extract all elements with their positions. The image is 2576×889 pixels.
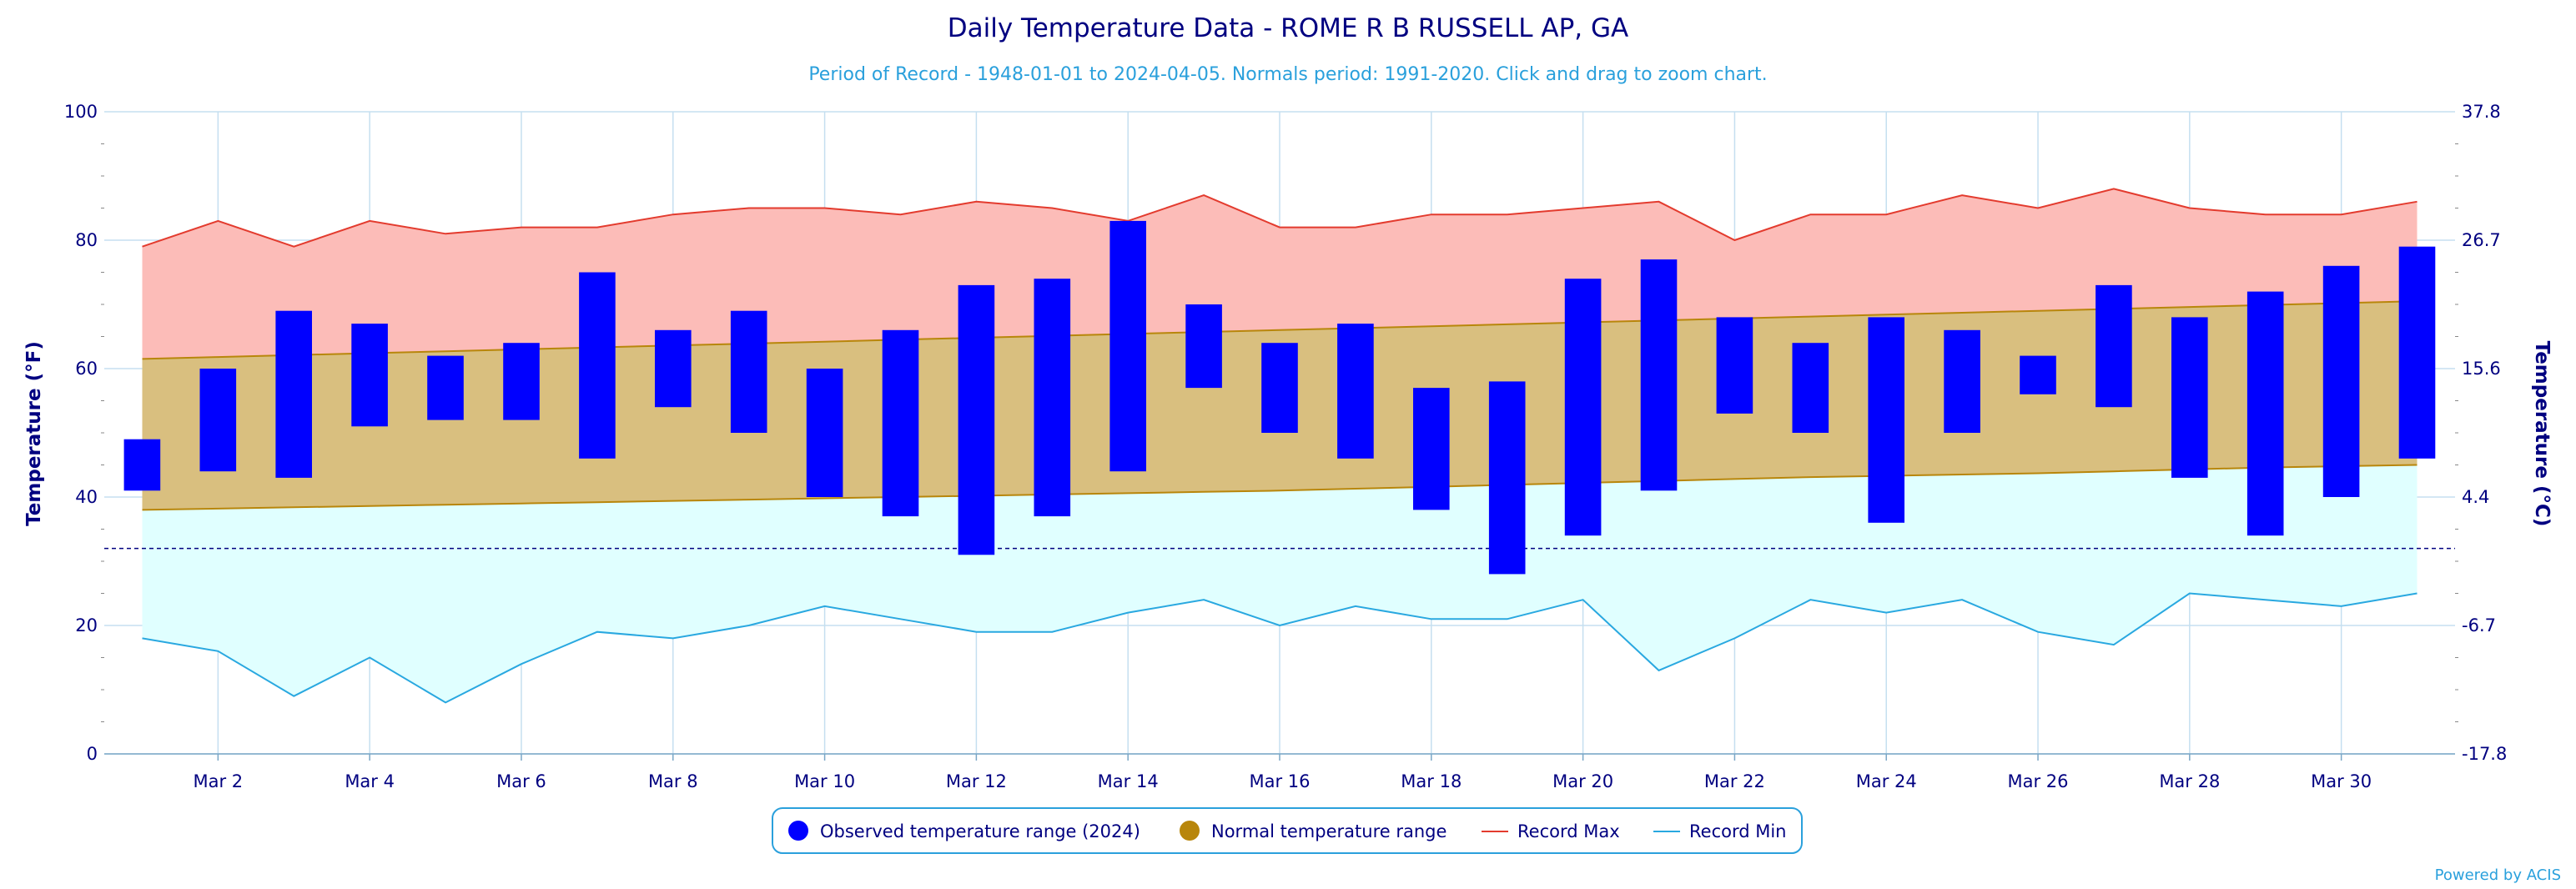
observed-bars[interactable] [123,220,2436,575]
x-tick-label: Mar 10 [794,771,855,791]
axes: 0 -17.8 20 -6.7 40 4.4 60 15.6 80 26.7 100 37.8 Mar … [64,102,2507,791]
legend[interactable]: Observed temperature range (2024) Normal… [772,807,1803,854]
y-axis-title-right: Temperature (°C) [2531,341,2553,527]
legend-record-max-label: Record Max [1517,821,1620,841]
observed-bar[interactable] [1792,343,1829,433]
y-tick-label-left: 100 [64,102,98,122]
legend-record-min-label: Record Min [1689,821,1787,841]
x-tick-label: Mar 6 [496,771,546,791]
x-tick-label: Mar 2 [194,771,244,791]
y-tick-label-left: 80 [75,230,98,250]
observed-bar[interactable] [882,329,919,517]
record-max-area [142,188,2418,359]
credits-link[interactable]: Powered by ACIS [2435,866,2561,884]
observed-bar[interactable] [2398,246,2436,459]
observed-bar[interactable] [1413,388,1450,510]
x-tick-label: Mar 22 [1704,771,1765,791]
chart-title: Daily Temperature Data - ROME R B RUSSEL… [948,13,1628,43]
observed-bar[interactable] [579,272,616,459]
observed-bar[interactable] [2171,317,2208,478]
y-tick-label-left: 0 [87,744,98,764]
observed-bar[interactable] [1944,329,1980,433]
observed-bar[interactable] [1868,317,1904,523]
observed-bar[interactable] [1716,317,1753,414]
observed-bar[interactable] [1640,259,1678,491]
x-tick-label: Mar 26 [2008,771,2069,791]
record-max-line [142,188,2418,248]
record-min-area [142,465,2418,704]
y-tick-label-right: -6.7 [2462,615,2496,635]
observed-bar[interactable] [199,369,237,472]
x-tick-label: Mar 14 [1098,771,1159,791]
y-tick-label-right: -17.8 [2462,744,2507,764]
y-tick-label-left: 60 [75,359,98,379]
observed-bar[interactable] [503,343,540,420]
x-tick-label: Mar 4 [345,771,395,791]
x-tick-label: Mar 8 [648,771,698,791]
y-axis-title-left: Temperature (°F) [23,341,45,526]
observed-bar[interactable] [123,439,161,491]
observed-bar[interactable] [958,284,995,555]
y-tick-label-right: 37.8 [2462,102,2501,122]
legend-observed-label: Observed temperature range (2024) [820,821,1140,841]
observed-bar[interactable] [351,324,388,427]
observed-bar[interactable] [2322,265,2360,497]
y-tick-label-left: 40 [75,487,98,507]
y-tick-label-right: 15.6 [2462,359,2501,379]
observed-bar[interactable] [1337,324,1374,459]
observed-bar[interactable] [2246,291,2284,536]
legend-item-normal[interactable]: Normal temperature range [1180,821,1446,841]
observed-bar[interactable] [806,369,843,497]
normal-legend-symbol [1180,821,1200,841]
legend-normal-label: Normal temperature range [1211,821,1446,841]
x-tick-label: Mar 30 [2311,771,2372,791]
observed-bar[interactable] [1261,343,1298,433]
x-tick-label: Mar 28 [2159,771,2220,791]
observed-bar[interactable] [1564,279,1602,536]
observed-bar[interactable] [655,329,692,408]
observed-bar[interactable] [1034,279,1071,517]
x-tick-label: Mar 20 [1552,771,1613,791]
legend-item-record-min[interactable]: Record Min [1653,821,1787,841]
y-tick-label-left: 20 [75,615,98,635]
observed-legend-symbol [788,821,808,841]
y-tick-label-right: 4.4 [2462,487,2489,507]
x-tick-label: Mar 18 [1401,771,1462,791]
observed-bar[interactable] [275,310,312,478]
y-tick-label-right: 26.7 [2462,230,2501,250]
legend-box [772,807,1803,854]
legend-item-observed[interactable]: Observed temperature range (2024) [788,821,1140,841]
x-tick-label: Mar 16 [1249,771,1310,791]
observed-bar[interactable] [427,355,464,420]
x-tick-label: Mar 12 [946,771,1007,791]
observed-bar[interactable] [2096,284,2132,408]
observed-bar[interactable] [1185,304,1222,389]
observed-bar[interactable] [1488,381,1526,575]
record-min-fill [142,465,2418,703]
normal-low-line [142,464,2418,511]
record-min-line [142,592,2418,704]
legend-item-record-max[interactable]: Record Max [1482,821,1620,841]
x-tick-label: Mar 24 [1856,771,1917,791]
observed-bar[interactable] [2020,355,2056,394]
record-max-fill [142,188,2418,359]
chart-subtitle: Period of Record - 1948-01-01 to 2024-04… [808,64,1767,85]
observed-bar[interactable] [1109,220,1146,472]
observed-bar[interactable] [730,310,767,433]
